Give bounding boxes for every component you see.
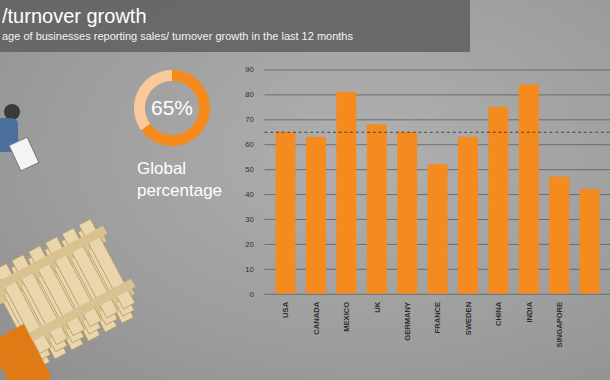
svg-text:30: 30 (245, 215, 253, 224)
svg-text:10: 10 (245, 265, 253, 274)
svg-text:INDIA: INDIA (525, 301, 534, 322)
svg-text:50: 50 (245, 165, 253, 174)
html-text:Global percentage: Global percentage (137, 159, 223, 200)
svg-text:65%: 65% (151, 96, 193, 119)
svg-text:20: 20 (245, 240, 253, 249)
svg-text:80: 80 (245, 90, 253, 99)
svg-text:UK: UK (373, 301, 382, 312)
svg-text:SINGAPORE: SINGAPORE (555, 302, 564, 348)
svg-text:FRANCE: FRANCE (433, 302, 442, 334)
svg-text:CHINA: CHINA (494, 301, 503, 326)
svg-text:SWEDEN: SWEDEN (464, 302, 473, 335)
svg-text:90: 90 (245, 65, 253, 74)
svg-text:60: 60 (245, 140, 253, 149)
svg-text:GERMANY: GERMANY (403, 302, 412, 341)
svg-text:70: 70 (245, 115, 253, 124)
svg-text:CANADA: CANADA (312, 301, 321, 334)
html-text:age of businesses reporting sa: age of businesses reporting sales/ turno… (2, 30, 353, 42)
svg-text:MEXICO: MEXICO (342, 302, 351, 332)
svg-text:0: 0 (249, 290, 253, 299)
html-text:/turnover growth: /turnover growth (2, 5, 147, 27)
svg-text:40: 40 (245, 190, 253, 199)
svg-text:USA: USA (281, 301, 290, 318)
